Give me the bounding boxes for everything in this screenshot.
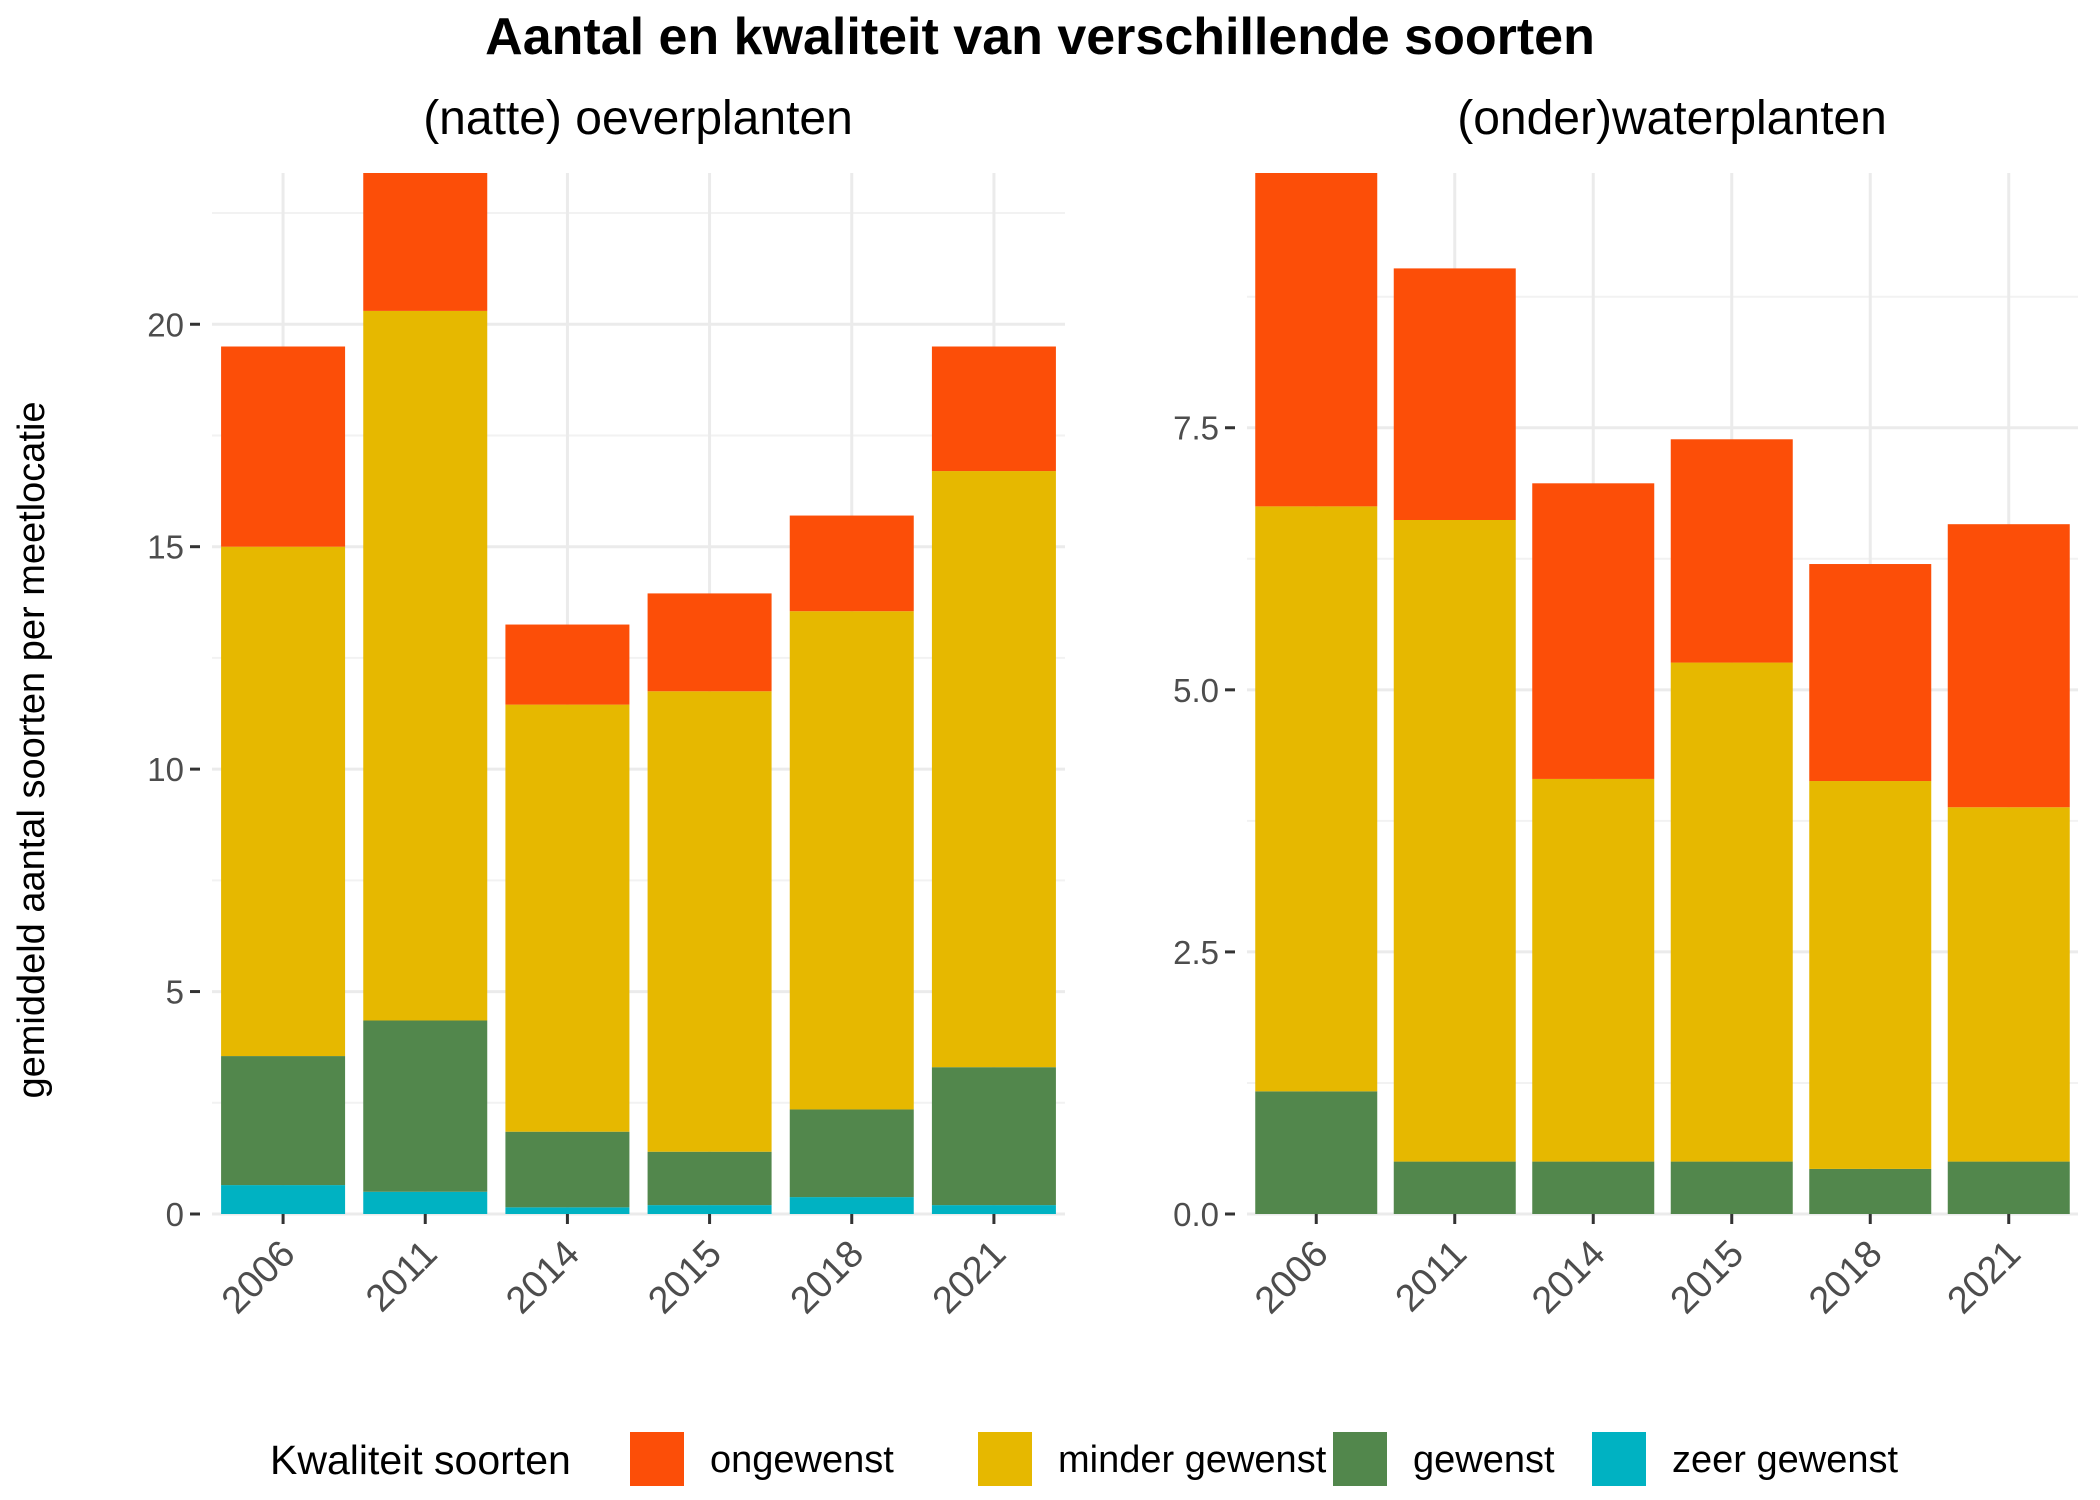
y-tick-label: 10	[147, 751, 184, 788]
legend-title: Kwaliteit soorten	[270, 1437, 571, 1483]
bar-segment-gewenst-2006	[221, 1056, 346, 1186]
y-tick-label: 7.5	[1173, 410, 1219, 447]
bar-segment-ongewenst-2014	[505, 624, 630, 705]
bar-segment-ongewenst-2011	[1393, 268, 1516, 520]
y-tick-label: 5.0	[1173, 672, 1219, 709]
bar-segment-gewenst-2018	[1809, 1168, 1932, 1214]
y-tick-label: 20	[147, 306, 184, 343]
bar-segment-minder-gewenst-2018	[789, 611, 914, 1110]
x-tick-label: 2011	[358, 1233, 445, 1320]
bar-segment-minder-gewenst-2018	[1809, 781, 1932, 1169]
x-tick-label: 2018	[1801, 1233, 1890, 1322]
bar-segment-gewenst-2021	[931, 1067, 1056, 1206]
x-tick-label: 2015	[640, 1233, 729, 1322]
bar-segment-ongewenst-2006	[1255, 173, 1378, 507]
bar-segment-zeer-gewenst-2011	[363, 1191, 488, 1214]
x-tick-label: 2006	[214, 1233, 303, 1322]
x-tick-label: 2011	[1388, 1233, 1475, 1320]
bar-segment-minder-gewenst-2015	[1670, 662, 1793, 1162]
x-tick-label: 2021	[1940, 1233, 2029, 1322]
panel-title: (onder)waterplanten	[1457, 92, 1887, 145]
bar-segment-minder-gewenst-2014	[1532, 778, 1655, 1162]
bar-segment-ongewenst-2021	[1947, 524, 2070, 808]
x-tick-label: 2006	[1247, 1233, 1336, 1322]
x-tick-label: 2015	[1663, 1233, 1752, 1322]
bar-segment-gewenst-2015	[647, 1151, 772, 1206]
bars	[1255, 173, 2070, 1214]
y-tick-label: 0.0	[1173, 1196, 1219, 1233]
x-tick-label: 2018	[783, 1233, 872, 1322]
bar-segment-ongewenst-2011	[363, 173, 488, 311]
bar-segment-gewenst-2018	[789, 1109, 914, 1198]
panel-natte-oeverplanten: (natte) oeverplanten 0 5 10 15 20 2006 2011 201…	[147, 92, 1065, 1322]
legend: Kwaliteit soorten ongewenst minder gewens…	[270, 1432, 1898, 1486]
bar-segment-gewenst-2006	[1255, 1091, 1378, 1214]
legend-key-ongewenst	[630, 1432, 684, 1486]
legend-label: zeer gewenst	[1672, 1439, 1898, 1481]
bar-segment-zeer-gewenst-2021	[931, 1205, 1056, 1214]
y-tick-label: 2.5	[1173, 934, 1219, 971]
legend-label: ongewenst	[710, 1439, 894, 1481]
bar-segment-ongewenst-2015	[647, 593, 772, 692]
bar-segment-gewenst-2014	[505, 1131, 630, 1208]
bar-segment-gewenst-2015	[1670, 1161, 1793, 1214]
bar-segment-zeer-gewenst-2018	[789, 1197, 914, 1214]
bar-segment-minder-gewenst-2006	[221, 546, 346, 1057]
panel-title: (natte) oeverplanten	[423, 92, 853, 145]
bars	[221, 173, 1056, 1214]
bar-segment-ongewenst-2015	[1670, 439, 1793, 663]
bar-segment-ongewenst-2006	[221, 346, 346, 547]
legend-label: gewenst	[1413, 1439, 1555, 1481]
x-tick-label: 2021	[925, 1233, 1014, 1322]
bar-segment-minder-gewenst-2021	[1947, 807, 2070, 1162]
bar-segment-minder-gewenst-2015	[647, 691, 772, 1152]
bar-segment-gewenst-2011	[1393, 1161, 1516, 1214]
bar-segment-minder-gewenst-2014	[505, 704, 630, 1132]
bar-segment-ongewenst-2018	[1809, 564, 1932, 782]
y-tick-label: 5	[166, 974, 184, 1011]
legend-key-minder-gewenst	[978, 1432, 1032, 1486]
bar-segment-gewenst-2014	[1532, 1161, 1655, 1214]
bar-segment-ongewenst-2014	[1532, 483, 1655, 779]
legend-key-zeer-gewenst	[1592, 1432, 1646, 1486]
x-tick-label: 2014	[498, 1233, 587, 1322]
legend-label: minder gewenst	[1058, 1439, 1327, 1481]
bar-segment-zeer-gewenst-2015	[647, 1205, 772, 1214]
bar-segment-gewenst-2011	[363, 1020, 488, 1192]
bar-segment-zeer-gewenst-2006	[221, 1185, 346, 1214]
bar-segment-gewenst-2021	[1947, 1161, 2070, 1214]
y-axis-label: gemiddeld aantal soorten per meetlocatie	[11, 401, 53, 1098]
y-tick-label: 15	[147, 529, 184, 566]
y-tick-label: 0	[166, 1196, 184, 1233]
bar-segment-minder-gewenst-2011	[1393, 520, 1516, 1162]
figure-title: Aantal en kwaliteit van verschillende so…	[485, 8, 1595, 66]
panel-onder-waterplanten: (onder)waterplanten 0.0 2.5 5.0 7.5 2006 2011…	[1173, 92, 2078, 1322]
bar-segment-minder-gewenst-2006	[1255, 506, 1378, 1092]
bar-segment-ongewenst-2018	[789, 515, 914, 612]
bar-segment-zeer-gewenst-2014	[505, 1207, 630, 1214]
x-tick-label: 2014	[1524, 1233, 1613, 1322]
bar-segment-ongewenst-2021	[931, 346, 1056, 472]
legend-key-gewenst	[1333, 1432, 1387, 1486]
bar-segment-minder-gewenst-2011	[363, 310, 488, 1021]
bar-segment-minder-gewenst-2021	[931, 471, 1056, 1068]
